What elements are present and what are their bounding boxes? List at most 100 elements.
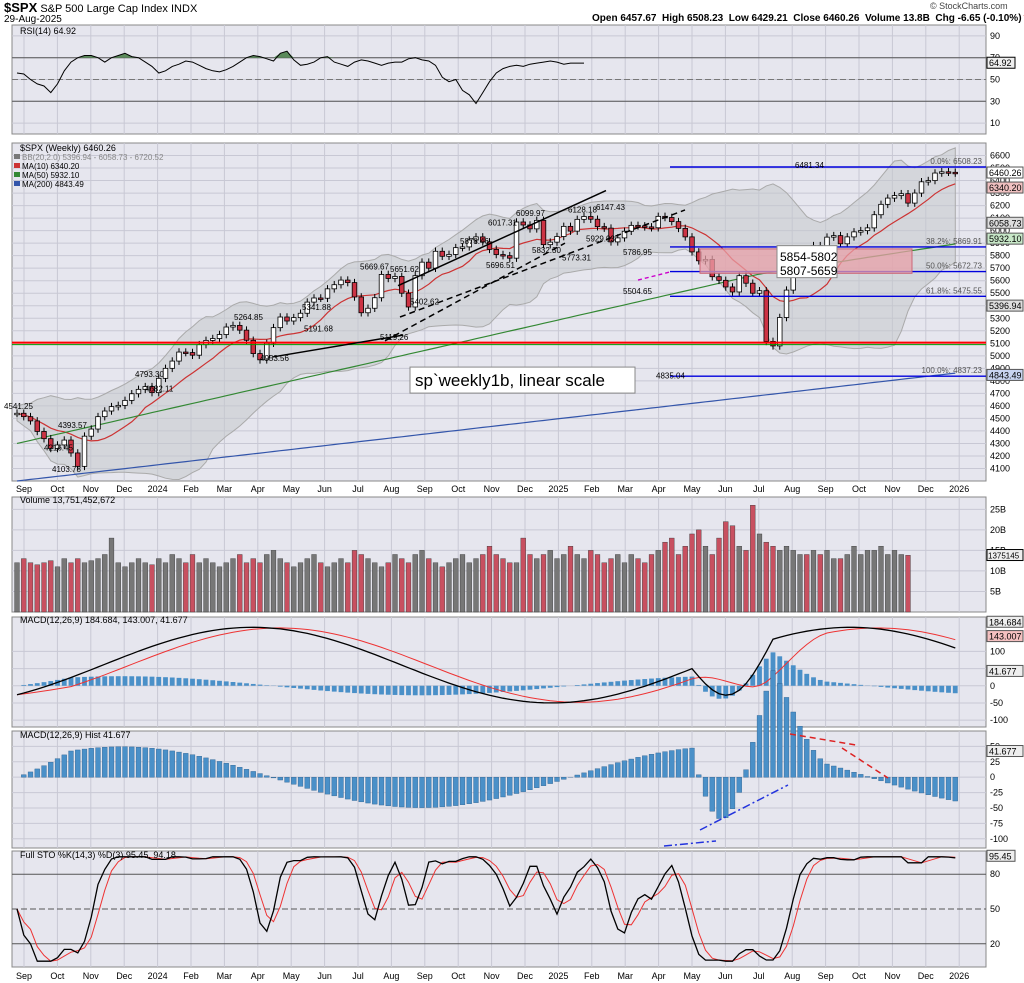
price-annotation: 4541.25: [4, 402, 33, 411]
legend-label: BB(20,2.0) 5396.94 - 6058.73 - 6720.52: [22, 153, 164, 162]
candle-body: [311, 297, 317, 303]
x-tick-label-bottom: Oct: [852, 971, 867, 981]
volume-bar: [257, 562, 263, 613]
candle-body: [783, 289, 790, 318]
hist-bar: [561, 776, 567, 780]
macd-hist-bar: [676, 677, 681, 686]
x-tick-label-bottom: Jul: [352, 971, 364, 981]
hist-bar: [189, 754, 196, 778]
volume-bar: [95, 558, 101, 613]
volume-bar: [628, 554, 634, 613]
macd-hist-bar: [635, 679, 641, 686]
x-tick-label: Dec: [517, 484, 534, 494]
x-tick-label: Feb: [584, 484, 600, 494]
fib-label: 0.0%: 6508.23: [930, 157, 982, 166]
macd-hist-bar: [48, 681, 54, 686]
hist-bar: [682, 748, 688, 778]
symbol-name: S&P 500 Large Cap Index: [40, 3, 168, 15]
hist-bar: [662, 751, 668, 778]
candle-body: [142, 386, 148, 390]
macd-hist-bar: [75, 677, 81, 686]
x-tick-label-bottom: 2026: [949, 971, 969, 981]
symbol: $SPX: [4, 0, 38, 15]
macd-hist-bar: [844, 683, 850, 686]
x-tick-label-bottom: May: [683, 971, 701, 981]
candle-body: [905, 193, 911, 204]
candle-body: [932, 172, 938, 181]
pattern-line: [637, 271, 671, 281]
x-tick-label-bottom: Apr: [251, 971, 265, 981]
hist-bar: [385, 776, 391, 807]
macd-hist-bar: [399, 685, 405, 696]
hist-bar: [500, 776, 506, 798]
macd-hist-bar: [412, 685, 418, 696]
x-tick-label-bottom: Jun: [718, 971, 733, 981]
macd-hist-bar: [210, 680, 216, 686]
candle-body: [75, 452, 81, 467]
volume-y-tick: 5B: [990, 586, 1001, 596]
macd-y-tick: -50: [990, 698, 1003, 708]
macd-hist-bar: [615, 681, 621, 686]
macd-hist-bar: [88, 676, 94, 686]
axis-tag-label: 5932.10: [989, 234, 1022, 244]
volume-bar: [108, 537, 115, 613]
hist-bar: [783, 697, 790, 778]
macd-hist-bar: [500, 685, 506, 692]
hist-y-tick: -50: [990, 803, 1003, 813]
hist-bar: [61, 754, 67, 778]
price-annotation: 5696.51: [486, 261, 515, 270]
macd-hist-bar: [804, 673, 810, 686]
volume-bar: [669, 537, 675, 613]
macd-hist-bar: [716, 685, 722, 699]
hist-bar: [513, 776, 520, 794]
x-tick-label: Dec: [918, 484, 935, 494]
macd-hist-bar: [669, 677, 675, 686]
hist-bar: [797, 726, 803, 778]
macd-hist-bar: [487, 685, 492, 693]
candle-body: [716, 276, 722, 281]
candle-body: [736, 275, 742, 293]
volume-bar: [318, 562, 324, 613]
price-annotation: 6017.31: [488, 219, 517, 228]
macd-y-tick: -100: [990, 715, 1008, 725]
hist-bar: [405, 776, 412, 808]
macd-hist-bar: [851, 684, 857, 686]
x-tick-label-bottom: Sep: [16, 971, 32, 981]
macd-hist-bar: [311, 685, 317, 690]
macd-hist-bar: [507, 685, 513, 692]
candle-body: [480, 236, 486, 243]
candle-body: [675, 221, 682, 229]
candle-body: [561, 225, 567, 237]
candle-body: [743, 275, 749, 284]
macd-hist-bar: [554, 685, 560, 688]
candle-body: [655, 215, 661, 229]
volume-bar: [783, 546, 790, 613]
macd-hist-bar: [689, 676, 695, 686]
sto-last-label: 95.45: [989, 851, 1012, 861]
macd-hist-bar: [952, 685, 958, 694]
macd-last-tag: [986, 630, 1024, 643]
price-y-tick: 5800: [990, 251, 1010, 261]
sto-y-tick: 80: [990, 869, 1000, 879]
axis-tag: [986, 216, 1024, 229]
axis-tag: [986, 166, 1024, 179]
note-box: [409, 366, 636, 394]
volume-bar: [277, 558, 283, 613]
volume-bar: [756, 533, 763, 613]
volume-bar: [824, 550, 830, 613]
macd-hist-bar: [284, 685, 290, 688]
volume-bar: [432, 562, 439, 613]
volume-bar: [797, 554, 803, 613]
volume-bar: [594, 554, 601, 613]
candle-body: [378, 274, 385, 299]
candle-body: [885, 197, 891, 205]
candle-body: [507, 255, 513, 259]
macd-hist-bar: [730, 685, 735, 696]
candle-body: [27, 416, 34, 422]
hist-bar: [432, 776, 439, 808]
rsi-y-tick: 90: [990, 31, 1000, 41]
hist-bar: [439, 776, 445, 808]
volume-bar: [75, 558, 81, 613]
exchange: INDX: [171, 3, 198, 15]
candle-body: [412, 275, 418, 308]
